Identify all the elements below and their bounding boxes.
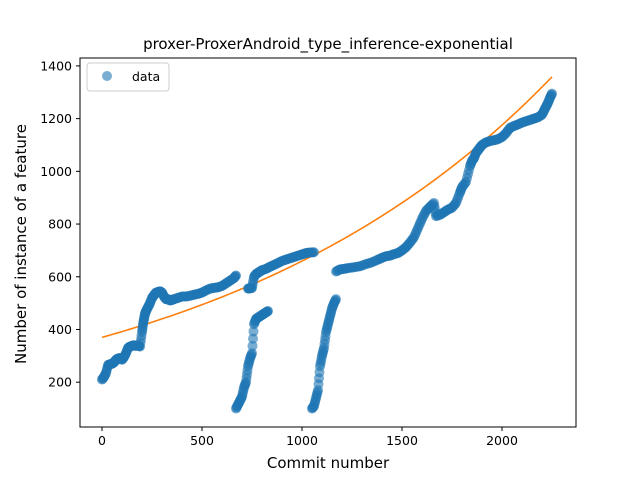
chart-title: proxer-ProxerAndroid_type_inference-expo…	[143, 35, 513, 54]
legend-marker	[102, 71, 112, 81]
plot-frame	[79, 57, 577, 428]
x-tick-label: 1000	[286, 433, 318, 448]
data-point	[547, 88, 557, 99]
y-tick-label: 200	[48, 375, 72, 390]
data-point	[247, 348, 257, 359]
points-layer	[97, 88, 557, 414]
y-tick-label: 400	[48, 322, 72, 337]
x-tick-label: 0	[98, 433, 106, 448]
x-tick-label: 2000	[486, 433, 518, 448]
y-tick-label: 1400	[40, 58, 72, 73]
data-point	[248, 333, 258, 344]
data-point	[331, 294, 341, 305]
y-axis-label: Number of instance of a feature	[12, 124, 30, 364]
legend: data	[86, 62, 170, 92]
ticks-layer: 0 500 1000 1500 2000 200 400 600 800 1000 1200 1400	[40, 58, 518, 448]
axes-layer	[79, 57, 577, 428]
x-tick-label: 500	[190, 433, 214, 448]
x-axis-label: Commit number	[267, 454, 390, 472]
y-tick-label: 800	[48, 217, 72, 232]
legend-label-data: data	[132, 69, 160, 84]
data-point	[263, 306, 273, 317]
data-point	[248, 326, 259, 337]
y-tick-label: 1000	[40, 164, 72, 179]
data-point	[231, 270, 241, 281]
x-tick-label: 1500	[386, 433, 418, 448]
y-tick-label: 600	[48, 269, 72, 284]
data-point	[247, 340, 258, 351]
y-tick-label: 1200	[40, 111, 72, 126]
legend-box	[86, 62, 170, 92]
data-point	[309, 247, 319, 258]
